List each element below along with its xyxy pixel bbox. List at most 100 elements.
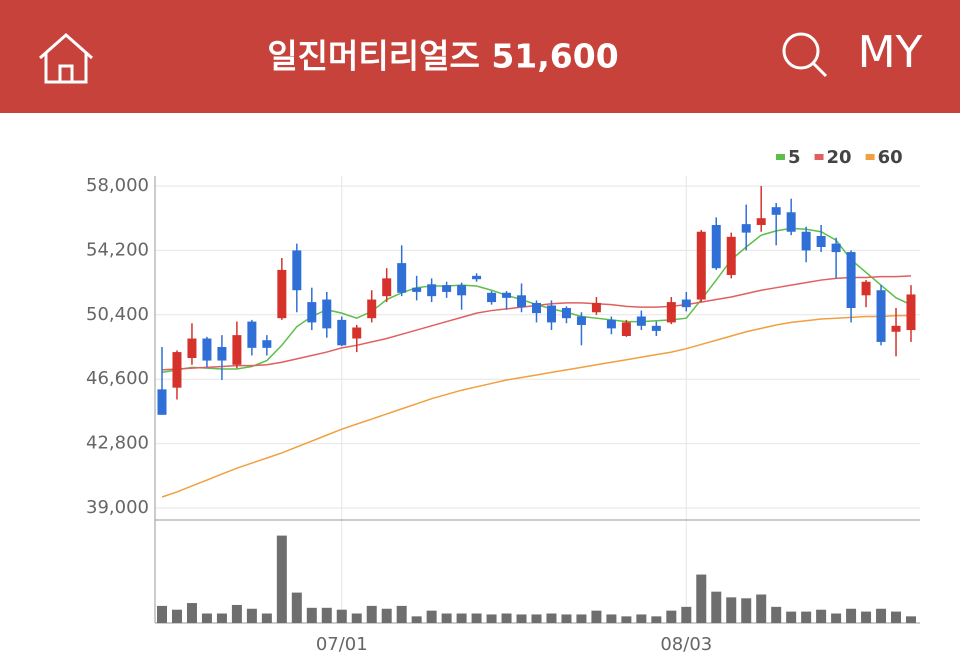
- volume-bar: [861, 611, 872, 623]
- volume-bar: [396, 605, 407, 623]
- my-button[interactable]: MY: [858, 27, 923, 78]
- candle-body: [502, 292, 512, 298]
- candle-body: [846, 252, 856, 309]
- candle-body: [801, 231, 811, 251]
- legend-swatch: [865, 154, 875, 160]
- volume-bar: [561, 614, 572, 623]
- volume-bar: [306, 607, 317, 623]
- moving-average-line: [161, 314, 911, 498]
- search-button[interactable]: [782, 32, 828, 78]
- y-tick-label: 58,000: [86, 175, 149, 196]
- candle-body: [517, 295, 527, 308]
- candle-body: [352, 327, 362, 339]
- y-tick-label: 42,800: [86, 433, 149, 454]
- volume-bar: [876, 608, 887, 623]
- legend-label: 20: [827, 147, 852, 168]
- volume-bar: [906, 616, 916, 623]
- candle-body: [247, 321, 257, 348]
- candle-body: [696, 231, 706, 300]
- volume-bar: [351, 613, 362, 623]
- candle-body: [906, 294, 916, 331]
- candle-body: [831, 243, 841, 253]
- candle-body: [591, 302, 601, 313]
- candle-body: [412, 287, 422, 292]
- x-tick-label: 08/03: [660, 634, 712, 655]
- y-tick-label: 39,000: [86, 497, 149, 518]
- candle-body: [861, 281, 871, 296]
- chart: 39,000 42,800 46,600 50,400 54,200 58,000 07/0…: [86, 147, 920, 655]
- volume-bar: [426, 610, 437, 623]
- home-button[interactable]: [39, 32, 93, 84]
- candle-body: [397, 263, 407, 293]
- volume-bar: [486, 614, 497, 623]
- candle-body: [472, 275, 482, 280]
- y-tick-label: 46,600: [86, 368, 149, 389]
- volume-bar: [456, 613, 467, 623]
- volume-bar: [591, 610, 602, 623]
- volume-bar: [276, 535, 287, 623]
- candle-body: [651, 325, 661, 331]
- candle-body: [427, 284, 437, 297]
- candle-body: [876, 290, 886, 342]
- volume-bar: [381, 608, 392, 623]
- volume-bar: [531, 614, 542, 623]
- candle-body: [666, 302, 676, 323]
- volume-bar: [786, 611, 797, 623]
- candle-body: [636, 316, 646, 326]
- candle-body: [711, 224, 721, 269]
- volume-bar: [726, 597, 737, 623]
- volume-bar: [681, 606, 692, 623]
- volume-bar: [756, 594, 767, 623]
- volume-bar: [666, 610, 677, 623]
- moving-average-line: [161, 275, 912, 371]
- candle-body: [532, 302, 541, 314]
- volume-bar: [336, 609, 347, 623]
- candle-body: [217, 347, 227, 361]
- volume-bar: [711, 591, 722, 623]
- legend-label: 5: [788, 147, 801, 168]
- legend-swatch: [776, 154, 785, 160]
- candle-body: [307, 302, 317, 323]
- volume-bar: [291, 592, 302, 623]
- volume-bar: [216, 613, 227, 623]
- volume-bar: [891, 611, 902, 623]
- candle-body: [576, 316, 586, 325]
- candle-body: [457, 285, 467, 296]
- volume-bar: [636, 614, 647, 623]
- candle-body: [681, 299, 691, 308]
- candle-body: [546, 305, 556, 323]
- candle-body: [816, 235, 826, 248]
- volume-bar: [186, 603, 197, 623]
- candle-body: [786, 212, 796, 232]
- candle-body: [202, 338, 212, 361]
- candle-body: [726, 236, 736, 275]
- volume-bar: [246, 608, 257, 623]
- volume-bar: [606, 614, 617, 623]
- candle-body: [337, 319, 347, 346]
- candle-body: [442, 285, 452, 292]
- candle-body: [487, 292, 497, 303]
- volume-bar: [651, 616, 662, 623]
- y-tick-label: 54,200: [86, 239, 149, 260]
- volume-bar: [171, 609, 182, 623]
- candle-body: [382, 278, 392, 297]
- volume-bar: [366, 605, 377, 623]
- candle-body: [367, 299, 377, 319]
- candle-body: [187, 338, 197, 359]
- legend-label: 60: [878, 147, 903, 168]
- candle-body: [771, 207, 781, 215]
- header-title: 일진머티리얼즈 51,600: [267, 37, 618, 76]
- volume-bar: [411, 616, 422, 623]
- volume-bar: [771, 606, 782, 623]
- volume-bar: [321, 607, 332, 623]
- candle-body: [172, 352, 182, 388]
- volume-bar: [157, 605, 167, 623]
- legend-swatch: [814, 154, 824, 160]
- candle-body: [606, 319, 616, 329]
- volume-bar: [441, 613, 452, 623]
- y-tick-label: 50,400: [86, 304, 149, 325]
- candle-body: [741, 224, 751, 233]
- candle-body: [322, 299, 332, 329]
- candle-body: [292, 250, 302, 291]
